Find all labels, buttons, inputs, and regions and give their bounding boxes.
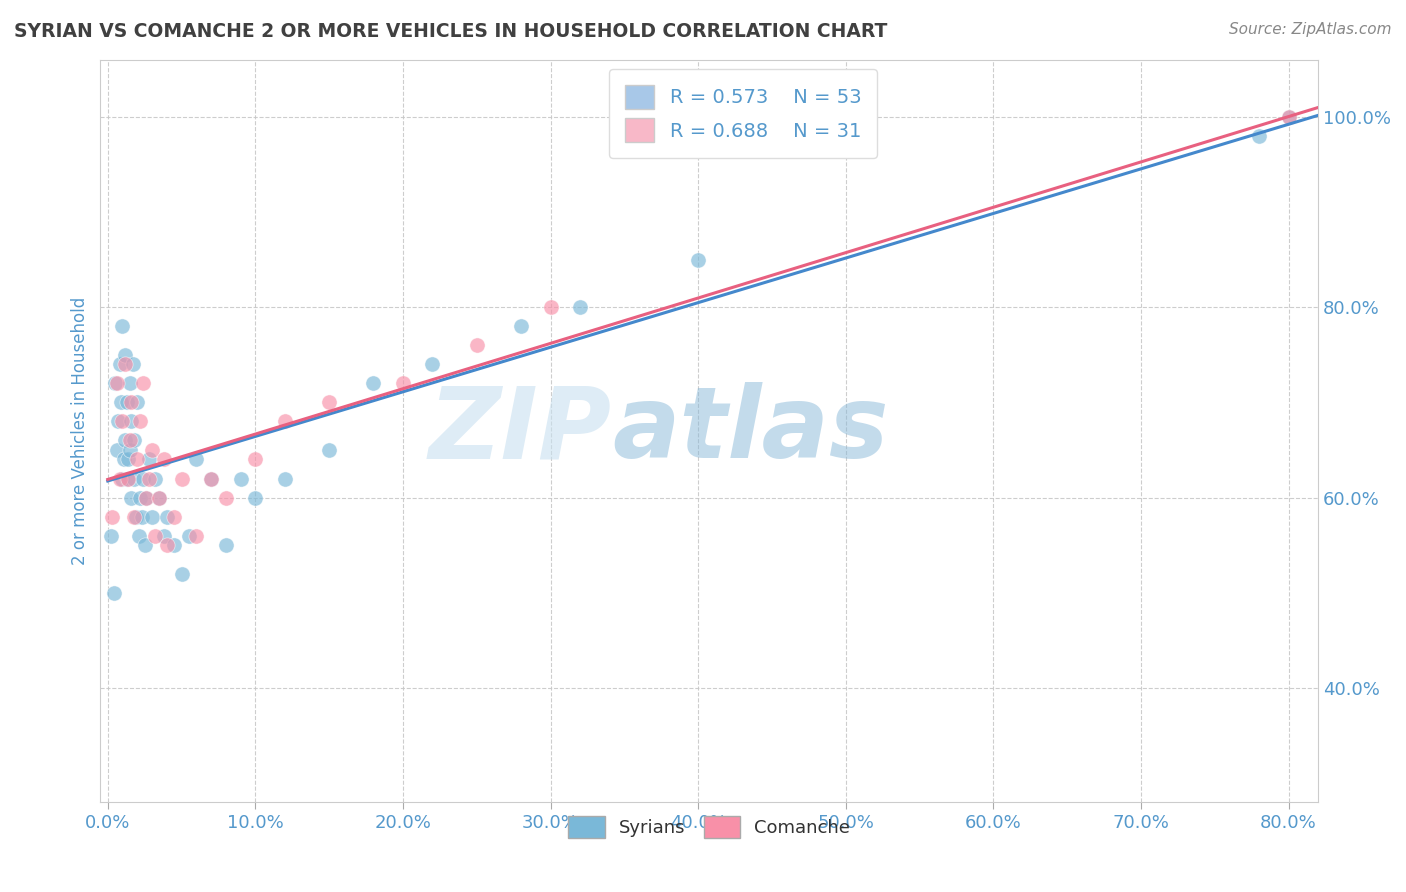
Point [186,452,208,467]
Text: Source: ZipAtlas.com: Source: ZipAtlas.com [1229,22,1392,37]
Point [125,509,148,524]
Point [120,414,142,428]
Point [170,566,193,581]
Point [318,442,340,457]
Y-axis label: 2 or more Vehicles in Household: 2 or more Vehicles in Household [72,297,89,565]
Text: atlas: atlas [612,383,889,479]
Text: SYRIAN VS COMANCHE 2 OR MORE VEHICLES IN HOUSEHOLD CORRELATION CHART: SYRIAN VS COMANCHE 2 OR MORE VEHICLES IN… [14,22,887,41]
Point [153,529,176,543]
Point [569,300,592,314]
Point [128,529,150,543]
Point [540,300,562,314]
Text: ZIP: ZIP [429,383,612,479]
Point [170,471,193,485]
Point [1278,110,1301,124]
Point [132,471,155,485]
Point [117,452,139,467]
Point [105,442,128,457]
Point [215,538,238,552]
Point [143,529,166,543]
Point [143,471,166,485]
Point [148,491,170,505]
Point [245,491,267,505]
Point [274,414,297,428]
Point [186,529,208,543]
Point [134,538,156,552]
Point [127,395,149,409]
Point [688,252,710,267]
Point [100,529,122,543]
Point [153,452,176,467]
Point [141,509,163,524]
Point [101,509,124,524]
Point [156,538,179,552]
Point [148,491,170,505]
Point [135,491,157,505]
Point [117,471,139,485]
Point [363,376,385,391]
Point [114,357,136,371]
Point [118,442,141,457]
Point [112,452,135,467]
Point [111,414,134,428]
Point [111,471,134,485]
Point [110,395,132,409]
Point [200,471,222,485]
Point [229,471,252,485]
Point [163,538,186,552]
Point [215,491,238,505]
Point [115,471,138,485]
Point [245,452,267,467]
Point [111,319,134,334]
Point [124,471,146,485]
Point [1249,128,1271,143]
Point [103,586,125,600]
Legend: Syrians, Comanche: Syrians, Comanche [561,809,858,846]
Point [124,434,146,448]
Point [510,319,533,334]
Point [141,442,163,457]
Point [120,491,142,505]
Point [177,529,200,543]
Point [138,471,160,485]
Point [115,395,138,409]
Point [124,509,146,524]
Point [131,509,153,524]
Point [392,376,415,391]
Point [163,509,186,524]
Point [132,376,155,391]
Point [105,376,128,391]
Point [121,357,143,371]
Point [114,348,136,362]
Point [274,471,297,485]
Point [108,471,131,485]
Point [118,376,141,391]
Point [156,509,179,524]
Point [108,357,131,371]
Point [1278,110,1301,124]
Point [200,471,222,485]
Point [107,414,129,428]
Point [318,395,340,409]
Point [114,434,136,448]
Point [129,491,152,505]
Point [118,434,141,448]
Point [465,338,488,352]
Point [120,395,142,409]
Point [127,452,149,467]
Point [104,376,127,391]
Point [422,357,444,371]
Point [129,414,152,428]
Point [138,452,160,467]
Point [135,491,157,505]
